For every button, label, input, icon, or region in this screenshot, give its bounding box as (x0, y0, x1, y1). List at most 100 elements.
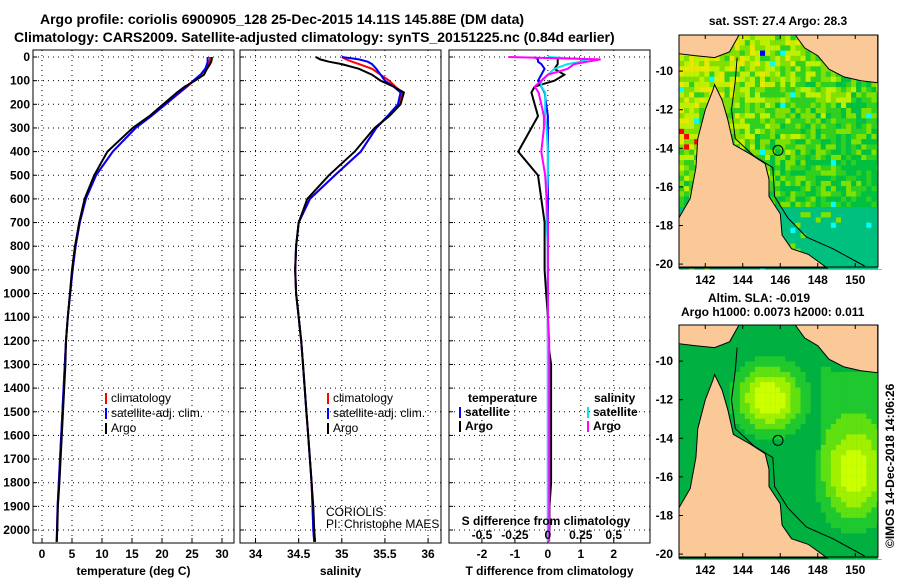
data-cell (679, 123, 685, 129)
legend-label: Argo (333, 421, 359, 435)
data-cell (754, 128, 761, 135)
data-cell (800, 408, 806, 414)
data-cell (861, 149, 867, 155)
data-cell (719, 81, 725, 88)
data-cell (749, 340, 756, 346)
data-cell (820, 160, 826, 166)
data-cell (689, 160, 695, 166)
data-cell (770, 398, 776, 404)
data-cell (704, 92, 710, 98)
data-cell (866, 517, 872, 524)
secondary-x-tick-label: 0.5 (605, 528, 622, 542)
data-cell (810, 351, 816, 357)
data-cell (770, 439, 776, 445)
data-cell (780, 361, 786, 367)
x-tick-label: 15 (125, 547, 139, 561)
data-cell (866, 259, 872, 265)
data-cell (729, 61, 735, 67)
data-cell (825, 128, 831, 135)
data-cell (749, 351, 756, 357)
data-cell (805, 517, 811, 524)
data-cell (841, 429, 847, 435)
data-cell (805, 233, 811, 239)
data-cell (825, 196, 831, 202)
data-cell (749, 97, 756, 103)
data-cell (734, 340, 740, 346)
data-cell (856, 398, 862, 404)
data-cell (785, 154, 791, 161)
data-cell (800, 387, 806, 393)
data-cell (785, 345, 791, 352)
data-cell (815, 128, 821, 135)
data-cell (835, 507, 842, 513)
data-cell (861, 118, 867, 124)
data-cell (729, 123, 735, 129)
data-cell (825, 212, 831, 218)
data-cell (841, 253, 847, 260)
data-cell (866, 491, 872, 498)
data-cell (871, 377, 877, 383)
data-cell (851, 491, 857, 498)
data-cell (719, 351, 725, 357)
data-cell (780, 476, 786, 482)
data-cell (800, 470, 806, 477)
data-cell (724, 102, 730, 109)
data-cell (775, 429, 781, 435)
data-cell (744, 87, 750, 93)
data-cell (785, 45, 791, 51)
x-axis-label: T difference from climatology (465, 564, 633, 578)
data-cell (800, 424, 806, 430)
data-cell (754, 81, 761, 88)
data-cell (856, 439, 862, 445)
data-cell (820, 180, 826, 187)
data-cell (795, 371, 801, 378)
data-cell (689, 450, 695, 456)
data-cell (780, 351, 786, 357)
data-cell (795, 196, 801, 202)
data-cell (765, 71, 771, 77)
data-cell (841, 460, 847, 466)
data-cell (871, 222, 877, 228)
data-cell (856, 491, 862, 498)
data-cell (790, 139, 796, 145)
data-cell (795, 76, 801, 83)
data-cell (810, 491, 816, 498)
data-cell (795, 434, 801, 440)
data-cell (856, 97, 862, 103)
data-cell (856, 123, 862, 129)
data-cell (851, 424, 857, 430)
data-cell (795, 149, 801, 155)
data-cell (770, 481, 776, 487)
data-cell (699, 377, 705, 383)
data-cell (790, 460, 796, 466)
data-cell (830, 248, 837, 255)
data-cell (851, 253, 857, 260)
data-cell (820, 398, 826, 404)
data-cell (856, 517, 862, 524)
data-cell (729, 340, 735, 346)
data-cell (785, 222, 791, 228)
data-cell (780, 50, 786, 56)
data-cell (785, 76, 791, 83)
data-cell (805, 191, 811, 197)
data-cell (679, 382, 685, 388)
data-cell (830, 160, 837, 166)
data-cell (739, 330, 745, 336)
data-cell (729, 118, 735, 124)
data-cell (825, 201, 831, 208)
data-cell (739, 387, 745, 393)
data-cell (800, 123, 806, 129)
data-cell (830, 538, 837, 545)
map-y-tick-label: -14 (656, 431, 674, 445)
data-cell (734, 398, 740, 404)
data-cell (815, 403, 821, 409)
data-cell (841, 160, 847, 166)
data-cell (754, 55, 761, 62)
data-cell (780, 113, 786, 119)
data-cell (866, 460, 872, 466)
data-cell (790, 50, 796, 56)
data-cell (846, 470, 852, 477)
data-cell (770, 139, 776, 145)
data-cell (861, 528, 867, 534)
data-cell (739, 92, 745, 98)
